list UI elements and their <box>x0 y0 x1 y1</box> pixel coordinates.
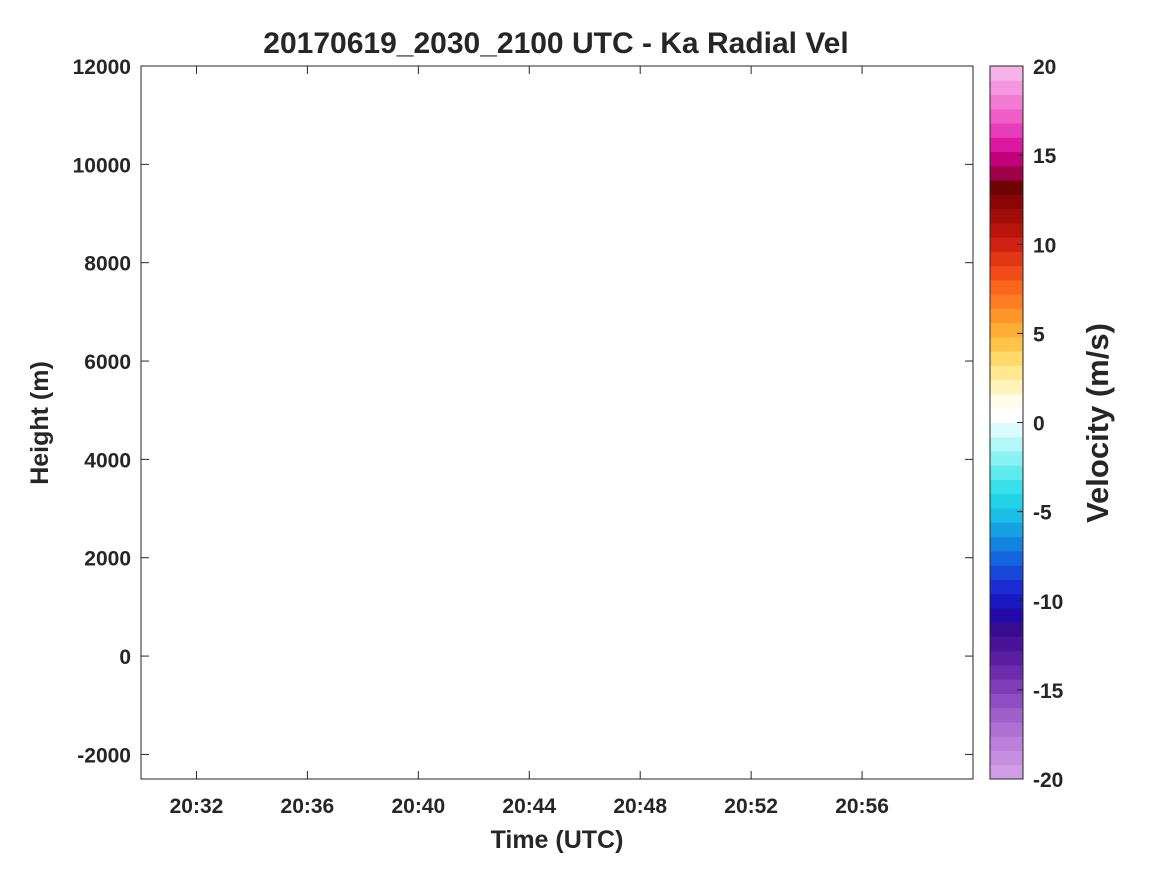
colorbar-segment <box>990 593 1023 609</box>
colorbar-tick-label: -5 <box>1033 502 1052 525</box>
y-tick-label: 8000 <box>84 253 131 276</box>
colorbar-segment <box>990 636 1023 652</box>
x-tick-label: 20:44 <box>502 795 556 818</box>
colorbar-segment <box>990 393 1023 409</box>
colorbar-segment <box>990 123 1023 138</box>
colorbar-segment <box>990 94 1023 110</box>
colorbar-segment <box>990 165 1023 181</box>
colorbar-segment <box>990 336 1023 352</box>
colorbar-segment <box>990 736 1023 751</box>
colorbar-segment <box>990 451 1023 466</box>
colorbar-segment <box>990 422 1023 438</box>
colorbar-segment <box>990 66 1023 81</box>
colorbar-segment <box>990 265 1023 281</box>
colorbar-segment <box>990 650 1023 666</box>
y-tick-label: 2000 <box>84 548 131 571</box>
colorbar-segment <box>990 208 1023 224</box>
colorbar-segment <box>990 408 1023 423</box>
colorbar-segment <box>990 508 1023 523</box>
colorbar-segment <box>990 251 1023 267</box>
colorbar-segment <box>990 308 1023 324</box>
colorbar-tick-label: 10 <box>1033 234 1056 257</box>
x-tick-label: 20:52 <box>724 795 778 818</box>
colorbar-segment <box>990 322 1023 338</box>
y-tick-label: 12000 <box>73 56 131 79</box>
x-tick-label: 20:36 <box>281 795 335 818</box>
colorbar-segment <box>990 365 1023 381</box>
colorbar-tick-label: 15 <box>1033 145 1057 168</box>
plot-frame <box>140 65 974 780</box>
colorbar-segment <box>990 479 1023 495</box>
colorbar-segment <box>990 707 1023 723</box>
colorbar-segment <box>990 550 1023 566</box>
colorbar-segment <box>990 764 1023 780</box>
colorbar-segment <box>990 750 1023 766</box>
colorbar-segment <box>990 294 1023 309</box>
colorbar-segment <box>990 536 1023 552</box>
colorbar: -20 -15 -10 -5 0 5 10 15 20 <box>990 56 1064 792</box>
y-tick-label: 10000 <box>73 154 131 177</box>
colorbar-segment <box>990 622 1023 637</box>
colorbar-segment <box>990 137 1023 153</box>
colorbar-segment <box>990 693 1023 709</box>
colorbar-segment <box>990 194 1023 210</box>
colorbar-segment <box>990 607 1023 623</box>
colorbar-segment <box>990 379 1023 395</box>
y-tick-label: 4000 <box>84 449 131 472</box>
colorbar-tick-label: -20 <box>1033 769 1063 792</box>
colorbar-segment <box>990 108 1023 124</box>
x-axis-label: Time (UTC) <box>491 826 624 854</box>
colorbar-segment <box>990 664 1023 680</box>
y-tick-label: -2000 <box>77 744 131 767</box>
colorbar-segment <box>990 222 1023 238</box>
x-tick-label: 20:56 <box>835 795 889 818</box>
colorbar-segment <box>990 493 1023 509</box>
y-axis: -2000 0 2000 4000 6000 8000 10000 12000 <box>73 56 973 767</box>
colorbar-segment <box>990 151 1023 167</box>
colorbar-segment <box>990 522 1023 538</box>
colorbar-segment <box>990 565 1023 580</box>
colorbar-segment <box>990 465 1023 481</box>
colorbar-label: Velocity (m/s) <box>1080 323 1115 523</box>
colorbar-segment <box>990 436 1023 452</box>
x-tick-label: 20:32 <box>170 795 224 818</box>
colorbar-frame <box>989 65 1024 780</box>
y-tick-label: 0 <box>119 646 131 669</box>
x-axis: 20:32 20:36 20:40 20:44 20:48 20:52 20:56 <box>170 66 889 818</box>
x-tick-label: 20:40 <box>391 795 445 818</box>
colorbar-segment <box>990 237 1023 252</box>
colorbar-segment <box>990 721 1023 737</box>
colorbar-tick-label: 5 <box>1033 323 1045 346</box>
colorbar-segment <box>990 279 1023 295</box>
colorbar-segment <box>990 351 1023 366</box>
colorbar-tick-label: -10 <box>1033 591 1063 614</box>
y-tick-label: 6000 <box>84 351 131 374</box>
colorbar-tick-label: 20 <box>1033 56 1056 79</box>
y-axis-label: Height (m) <box>26 361 54 485</box>
colorbar-tick-label: 0 <box>1033 413 1045 436</box>
colorbar-tick-label: -15 <box>1033 680 1064 703</box>
colorbar-segment <box>990 579 1023 595</box>
x-tick-label: 20:48 <box>613 795 667 818</box>
colorbar-segment <box>990 180 1023 195</box>
colorbar-segment <box>990 679 1023 694</box>
chart-title: 20170619_2030_2100 UTC - Ka Radial Vel <box>263 27 848 60</box>
colorbar-segment <box>990 80 1023 96</box>
